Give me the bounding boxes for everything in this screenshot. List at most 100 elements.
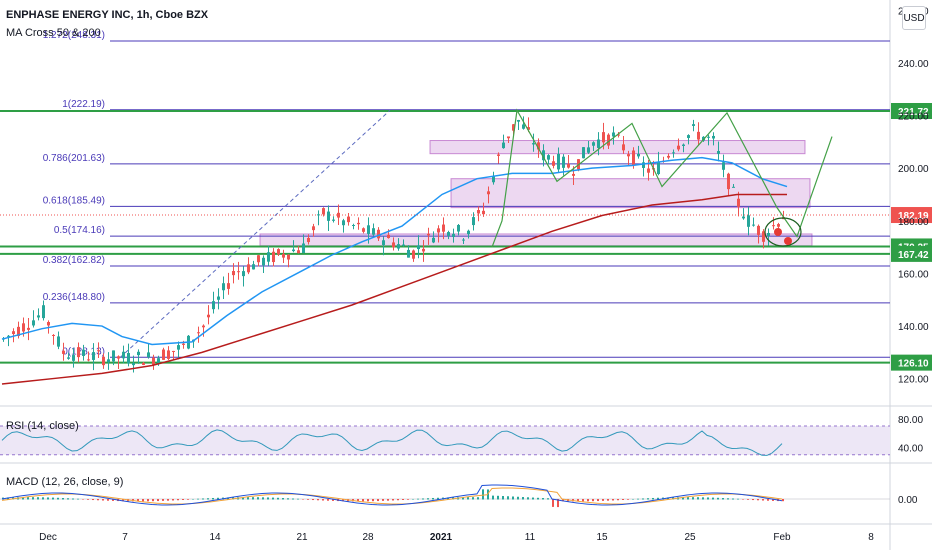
macd-histogram-bar	[502, 496, 504, 500]
macd-histogram-bar	[762, 499, 764, 501]
fib-level-label: 0.786(201.63)	[43, 153, 105, 164]
candle	[372, 228, 375, 235]
time-axis-tick: 11	[525, 532, 536, 543]
candle	[557, 154, 560, 170]
macd-histogram-bar	[767, 499, 769, 501]
candle	[272, 251, 275, 263]
macd-legend: MACD (12, 26, close, 9)	[6, 476, 124, 488]
candle	[217, 296, 220, 300]
candle	[97, 350, 100, 352]
candle	[367, 225, 370, 234]
macd-histogram-bar	[167, 499, 169, 501]
macd-histogram-bar	[267, 497, 269, 500]
time-axis-tick: 21	[296, 532, 308, 543]
macd-histogram-bar	[367, 499, 369, 502]
macd-histogram-bar	[102, 499, 104, 501]
candle	[442, 224, 445, 232]
time-axis-tick: Feb	[773, 532, 791, 543]
price-axis-tick: 240.00	[898, 59, 929, 70]
support-price-label: 221.72	[898, 107, 929, 118]
candle	[392, 242, 395, 248]
macd-histogram-bar	[707, 497, 709, 500]
macd-histogram-bar	[72, 498, 74, 500]
candle	[327, 211, 330, 221]
ma-50-line	[1, 156, 788, 346]
macd-histogram-bar	[687, 497, 689, 500]
candle	[572, 173, 575, 176]
macd-histogram-bar	[592, 499, 594, 502]
macd-histogram-bar	[242, 497, 244, 500]
macd-histogram-bar	[312, 499, 314, 501]
candle	[562, 156, 565, 168]
macd-histogram-bar	[727, 498, 729, 500]
macd-histogram-bar	[542, 498, 544, 500]
time-axis-tick: 2021	[430, 532, 453, 543]
macd-histogram-bar	[272, 497, 274, 500]
candle	[82, 349, 85, 356]
macd-histogram-bar	[92, 499, 94, 501]
macd-histogram-bar	[62, 498, 64, 500]
candle	[322, 208, 325, 215]
macd-histogram-bar	[652, 497, 654, 500]
macd-histogram-bar	[432, 497, 434, 500]
candle	[262, 257, 265, 266]
macd-histogram-bar	[162, 499, 164, 501]
macd-histogram-bar	[737, 498, 739, 500]
macd-histogram-bar	[332, 499, 334, 501]
candle	[242, 271, 245, 277]
macd-histogram-bar	[67, 498, 69, 500]
rsi-band	[0, 426, 890, 455]
signal-dot	[774, 228, 782, 236]
candle	[767, 232, 770, 237]
macd-histogram-bar	[682, 497, 684, 500]
price-axis-tick: 200.00	[898, 164, 929, 175]
macd-histogram-bar	[322, 499, 324, 501]
macd-histogram-bar	[667, 497, 669, 500]
macd-histogram-bar	[37, 497, 39, 500]
macd-histogram-bar	[362, 499, 364, 502]
candle	[397, 244, 400, 249]
candle	[357, 222, 360, 225]
macd-histogram-bar	[422, 498, 424, 500]
candle	[237, 271, 240, 273]
currency-badge[interactable]: USD	[902, 6, 926, 30]
candle	[717, 151, 720, 154]
macd-histogram-bar	[172, 499, 174, 501]
candle	[7, 335, 10, 337]
macd-histogram-bar	[507, 496, 509, 500]
macd-histogram-bar	[537, 497, 539, 500]
ma-cross-legend: MA Cross 50 & 200	[6, 27, 101, 39]
candle	[407, 249, 410, 258]
macd-histogram-bar	[47, 497, 49, 500]
candle	[132, 363, 135, 366]
rsi-legend: RSI (14, close)	[6, 420, 79, 432]
candle	[427, 233, 430, 236]
candle	[772, 225, 775, 227]
macd-histogram-bar	[547, 498, 549, 500]
macd-histogram-bar	[782, 499, 784, 502]
candle	[752, 224, 755, 226]
candle	[517, 120, 520, 122]
candle	[122, 351, 125, 359]
candle	[77, 347, 80, 358]
macd-histogram-bar	[387, 499, 389, 501]
time-axis-tick: 7	[122, 532, 128, 543]
candle	[207, 314, 210, 318]
candle	[512, 124, 515, 131]
macd-histogram-bar	[447, 497, 449, 500]
candle	[617, 134, 620, 136]
candle	[142, 362, 145, 365]
candle	[582, 147, 585, 159]
macd-histogram-bar	[32, 497, 34, 500]
candle	[642, 162, 645, 168]
macd-histogram-bar	[772, 499, 774, 501]
macd-histogram-bar	[292, 498, 294, 500]
candle	[537, 142, 540, 150]
macd-histogram-bar	[517, 496, 519, 500]
candle	[592, 142, 595, 146]
macd-histogram-bar	[197, 498, 199, 500]
macd-histogram-bar	[627, 499, 629, 500]
candle	[502, 142, 505, 149]
macd-histogram-bar	[637, 498, 639, 500]
